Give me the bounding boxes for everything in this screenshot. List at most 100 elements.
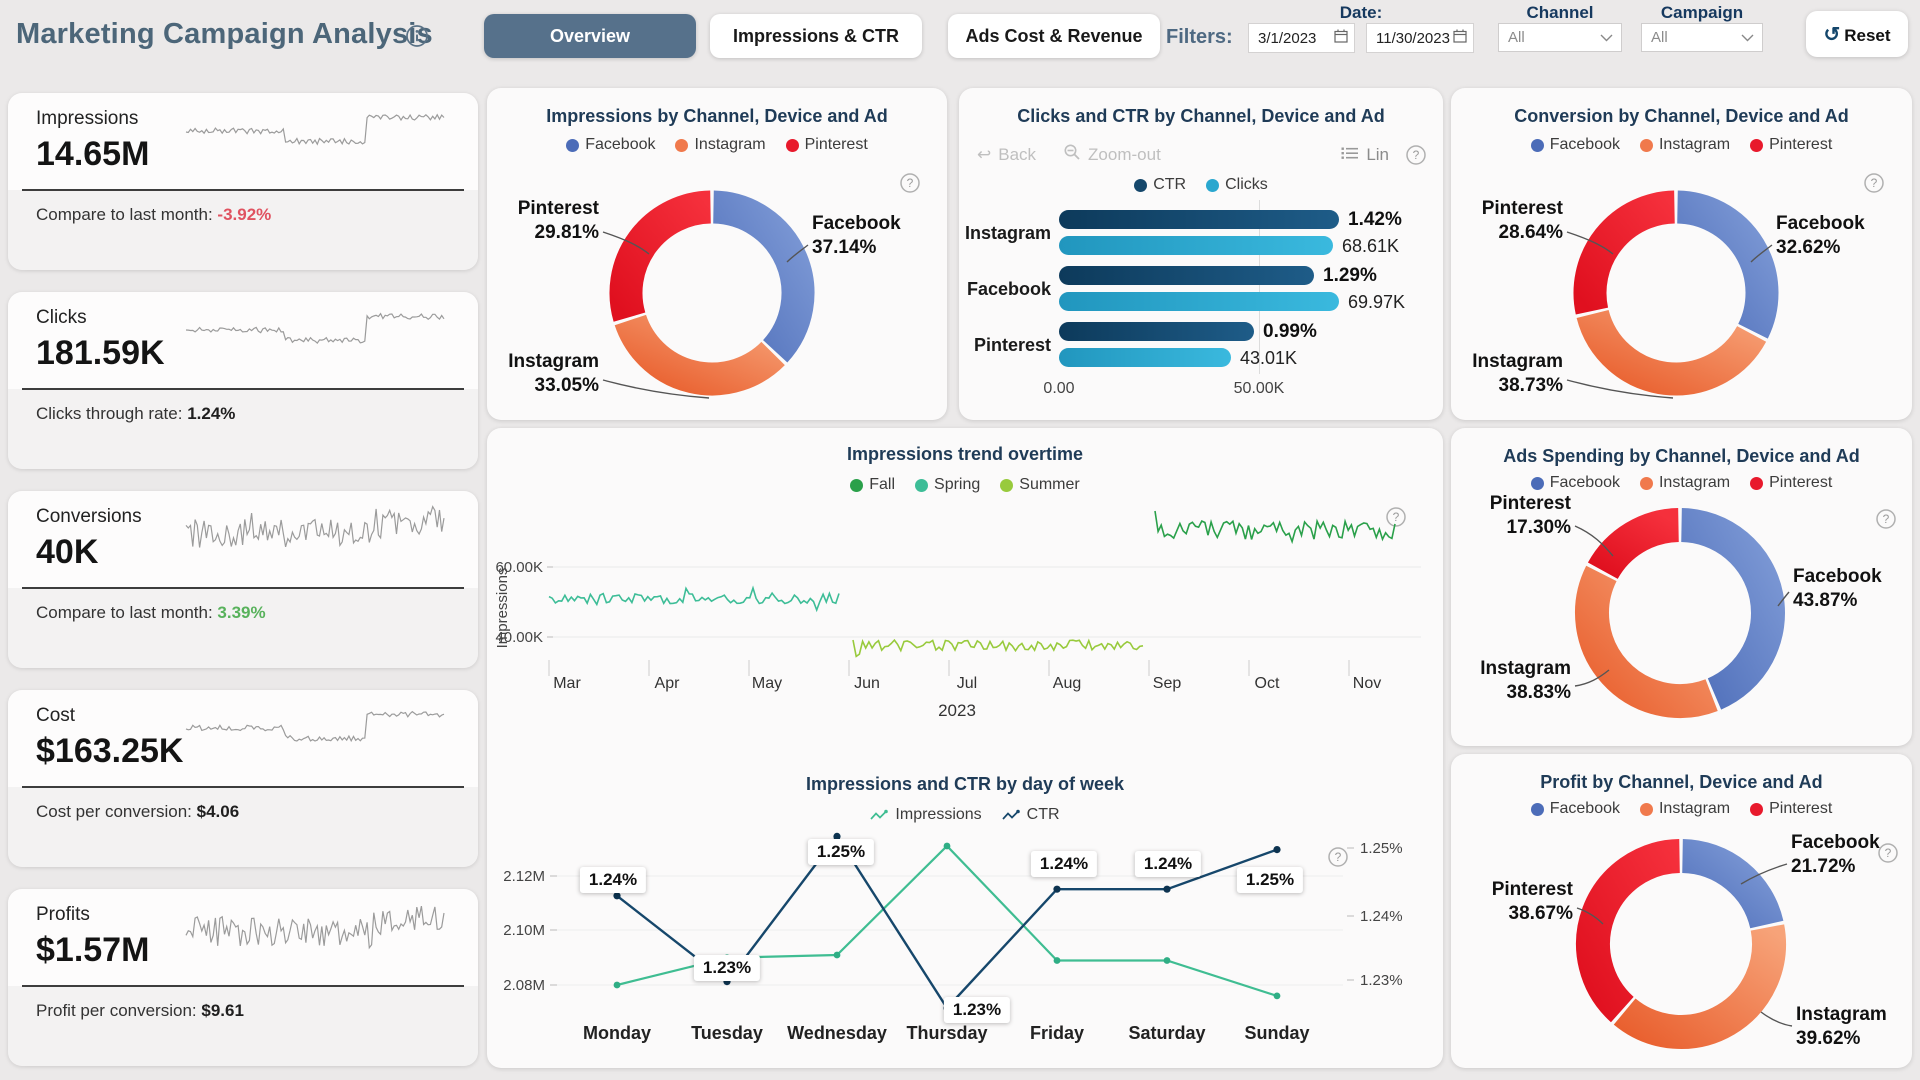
legend-item-pinterest[interactable]: Pinterest bbox=[1750, 800, 1832, 818]
back-icon: ↩ bbox=[977, 145, 992, 164]
help-icon[interactable]: ? bbox=[899, 172, 921, 194]
svg-text:Sunday: Sunday bbox=[1244, 1023, 1309, 1043]
legend-item-facebook[interactable]: Facebook bbox=[1530, 136, 1620, 154]
x-axis-tick: 50.00K bbox=[1233, 380, 1285, 397]
date-from-input[interactable]: 3/1/2023 bbox=[1248, 23, 1355, 53]
info-icon[interactable] bbox=[405, 24, 429, 48]
chart-legend: Fall Spring Summer bbox=[487, 476, 1443, 494]
ctr-bar-instagram[interactable] bbox=[1059, 210, 1339, 229]
legend-item-clicks[interactable]: Clicks bbox=[1206, 176, 1268, 194]
legend-item-facebook[interactable]: Facebook bbox=[1530, 474, 1620, 492]
legend-item-instagram[interactable]: Instagram bbox=[1639, 474, 1730, 492]
legend-item-pinterest[interactable]: Pinterest bbox=[785, 136, 868, 154]
date-filter-label: Date: bbox=[1339, 3, 1383, 22]
legend-item-pinterest[interactable]: Pinterest bbox=[1750, 136, 1832, 154]
impressions-ctr-dow-chart[interactable]: 2.12M 2.10M 2.08M 1.25% 1.24% 1.23% Monday Tues… bbox=[487, 832, 1443, 1068]
date-to-input[interactable]: 11/30/2023 bbox=[1366, 23, 1474, 53]
kpi-value: $163.25K bbox=[36, 732, 184, 770]
help-icon[interactable]: ? bbox=[1327, 846, 1349, 868]
svg-text:Wednesday: Wednesday bbox=[787, 1023, 887, 1043]
svg-text:?: ? bbox=[1393, 510, 1400, 524]
clicks-bar-instagram[interactable] bbox=[1059, 236, 1333, 255]
clicks-bar-facebook[interactable] bbox=[1059, 292, 1339, 311]
impressions-by-channel-card: Impressions by Channel, Device and Ad Fa… bbox=[487, 88, 947, 420]
chevron-down-icon bbox=[1741, 29, 1754, 46]
kpi-card-conversions: Conversions 40K Compare to last month: 3… bbox=[8, 491, 478, 668]
svg-text:Thursday: Thursday bbox=[906, 1023, 987, 1043]
bar-category-label: Pinterest bbox=[973, 335, 1051, 355]
date-to-value: 11/30/2023 bbox=[1376, 29, 1450, 47]
ctr-bar-pinterest[interactable] bbox=[1059, 322, 1254, 341]
legend-item-instagram[interactable]: Instagram bbox=[1639, 800, 1730, 818]
kpi-title: Clicks bbox=[36, 307, 87, 328]
kpi-card-clicks: Clicks 181.59K Clicks through rate: 1.24… bbox=[8, 292, 478, 469]
chart-title: Profit by Channel, Device and Ad bbox=[1540, 772, 1823, 792]
svg-text:Monday: Monday bbox=[583, 1023, 651, 1043]
conversion-donut-chart[interactable]: Facebook 32.62% Instagram 38.73% Pinterest 28… bbox=[1451, 152, 1911, 420]
profit-donut-chart[interactable]: Facebook 21.72% Instagram 39.62% Pinterest 38… bbox=[1451, 818, 1912, 1068]
legend-item-summer[interactable]: Summer bbox=[1000, 476, 1080, 494]
kpi-value: 40K bbox=[36, 533, 99, 571]
help-icon[interactable]: ? bbox=[1875, 508, 1897, 530]
help-icon[interactable]: ? bbox=[1385, 506, 1407, 528]
campaign-select[interactable]: All bbox=[1641, 23, 1763, 52]
legend-item-ctr[interactable]: CTR bbox=[1002, 806, 1060, 824]
legend-item-fall[interactable]: Fall bbox=[850, 476, 895, 494]
legend-item-instagram[interactable]: Instagram bbox=[1639, 136, 1730, 154]
ctr-point-label: 1.24% bbox=[1134, 851, 1202, 877]
chart-legend: Facebook Instagram Pinterest bbox=[1451, 800, 1912, 818]
help-icon[interactable]: ? bbox=[1877, 842, 1899, 864]
page-title: Marketing Campaign Analysis bbox=[16, 18, 433, 50]
help-icon[interactable]: ? bbox=[1405, 144, 1427, 166]
back-button[interactable]: ↩ Back bbox=[977, 145, 1037, 164]
zoom-out-button[interactable]: Zoom-out bbox=[1064, 144, 1161, 166]
chart-title: Clicks and CTR by Channel, Device and Ad bbox=[1017, 106, 1385, 126]
calendar-icon bbox=[1334, 29, 1348, 47]
chart-title: Impressions trend overtime bbox=[846, 444, 1084, 464]
ads-spending-donut-chart[interactable]: Facebook 43.87% Instagram 38.83% Pinterest 17… bbox=[1451, 492, 1912, 746]
svg-text:43.87%: 43.87% bbox=[1793, 590, 1858, 611]
ctr-value: 1.42% bbox=[1348, 209, 1402, 230]
channel-select[interactable]: All bbox=[1498, 23, 1622, 52]
legend-item-facebook[interactable]: Facebook bbox=[1530, 800, 1620, 818]
filters-label: Filters: bbox=[1166, 26, 1233, 48]
reset-icon: ↺ bbox=[1823, 23, 1841, 46]
svg-text:2.10M: 2.10M bbox=[503, 922, 545, 939]
clicks-ctr-card: Clicks and CTR by Channel, Device and Ad… bbox=[959, 88, 1443, 420]
tab-ads-cost-revenue[interactable]: Ads Cost & Revenue bbox=[948, 14, 1160, 58]
svg-text:1.23%: 1.23% bbox=[1360, 972, 1403, 989]
svg-text:Instagram: Instagram bbox=[508, 351, 599, 372]
svg-text:17.30%: 17.30% bbox=[1507, 517, 1572, 538]
svg-text:Facebook: Facebook bbox=[1791, 832, 1880, 853]
impressions-donut-chart[interactable]: Facebook 37.14% Instagram 33.05% Pinterest 29… bbox=[487, 152, 947, 420]
svg-text:Jun: Jun bbox=[854, 675, 880, 692]
kpi-card-cost: Cost $163.25K Cost per conversion: $4.06 bbox=[8, 690, 478, 867]
legend-item-instagram[interactable]: Instagram bbox=[675, 136, 766, 154]
tab-overview[interactable]: Overview bbox=[484, 14, 696, 58]
legend-item-facebook[interactable]: Facebook bbox=[566, 136, 655, 154]
legend-item-pinterest[interactable]: Pinterest bbox=[1750, 474, 1832, 492]
svg-text:?: ? bbox=[1335, 850, 1342, 864]
ctr-bar-facebook[interactable] bbox=[1059, 266, 1314, 285]
tab-impressions-ctr[interactable]: Impressions & CTR bbox=[710, 14, 922, 58]
ctr-value: 0.99% bbox=[1263, 321, 1317, 342]
svg-text:Facebook: Facebook bbox=[812, 213, 901, 234]
svg-text:1.25%: 1.25% bbox=[1360, 840, 1403, 857]
svg-text:Pinterest: Pinterest bbox=[1490, 493, 1572, 514]
svg-text:39.62%: 39.62% bbox=[1796, 1028, 1861, 1049]
legend-item-impressions[interactable]: Impressions bbox=[870, 806, 982, 824]
svg-text:38.67%: 38.67% bbox=[1509, 903, 1574, 924]
linear-scale-button[interactable]: Lin bbox=[1341, 145, 1389, 165]
help-icon[interactable]: ? bbox=[1863, 172, 1885, 194]
legend-item-spring[interactable]: Spring bbox=[915, 476, 980, 494]
svg-text:28.64%: 28.64% bbox=[1499, 222, 1564, 243]
chart-toolbar: ↩ Back Zoom-out bbox=[977, 144, 1161, 166]
reset-button[interactable]: ↺ Reset bbox=[1806, 11, 1908, 57]
clicks-bar-pinterest[interactable] bbox=[1059, 348, 1231, 367]
legend-item-ctr[interactable]: CTR bbox=[1134, 176, 1186, 194]
svg-text:21.72%: 21.72% bbox=[1791, 856, 1856, 877]
svg-text:Tuesday: Tuesday bbox=[691, 1023, 763, 1043]
kpi-subtitle: Cost per conversion: $4.06 bbox=[36, 802, 240, 821]
clicks-ctr-bar-chart[interactable]: Instagram 1.42% 68.61K Facebook 1.29% 69.97K P… bbox=[959, 88, 1443, 420]
